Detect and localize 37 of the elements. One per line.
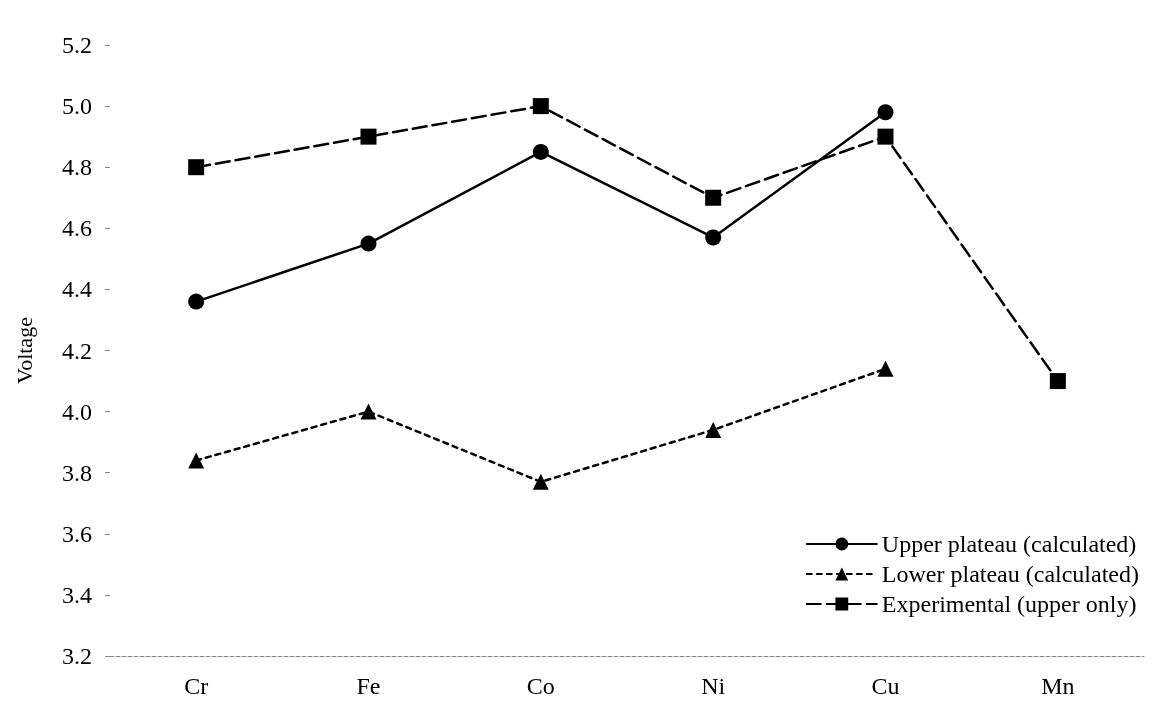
point — [877, 128, 894, 145]
y-tick-label: 4.0 — [62, 398, 92, 425]
point — [532, 143, 549, 160]
y-tick-label: 5.2 — [62, 32, 92, 58]
point — [1049, 373, 1066, 390]
x-tick-label: Ni — [701, 673, 726, 699]
x-tick-label: Mn — [1041, 673, 1075, 699]
point — [532, 98, 549, 115]
point — [188, 452, 205, 469]
point — [188, 293, 205, 310]
y-tick-label: 4.6 — [62, 215, 92, 242]
point — [877, 104, 894, 121]
point — [532, 473, 549, 490]
y-axis-title: Voltage — [11, 317, 37, 384]
point — [188, 159, 205, 176]
point — [360, 235, 377, 252]
x-tick-label: Cu — [871, 673, 900, 699]
point — [705, 189, 722, 206]
point — [360, 403, 377, 420]
y-tick-label: 4.8 — [62, 154, 92, 181]
x-tick-label: Co — [526, 673, 555, 699]
y-tick-label: 3.2 — [62, 643, 92, 669]
legend-label: Experimental (upper only) — [881, 591, 1137, 617]
legend-label: Lower plateau (calculated) — [881, 561, 1140, 587]
y-tick-label: 4.4 — [62, 276, 92, 303]
y-tick-label: 5.0 — [62, 93, 92, 120]
point — [705, 421, 722, 438]
legend-label: Upper plateau (calculated) — [881, 531, 1137, 557]
y-tick-label: 3.4 — [62, 581, 92, 608]
point — [360, 128, 377, 145]
y-tick-label: 3.8 — [62, 459, 92, 486]
x-tick-label: Fe — [356, 673, 381, 699]
point — [877, 360, 894, 377]
x-tick-label: Cr — [184, 673, 209, 699]
y-tick-label: 4.2 — [62, 337, 92, 364]
y-tick-label: 3.6 — [62, 520, 92, 547]
point — [705, 229, 722, 246]
